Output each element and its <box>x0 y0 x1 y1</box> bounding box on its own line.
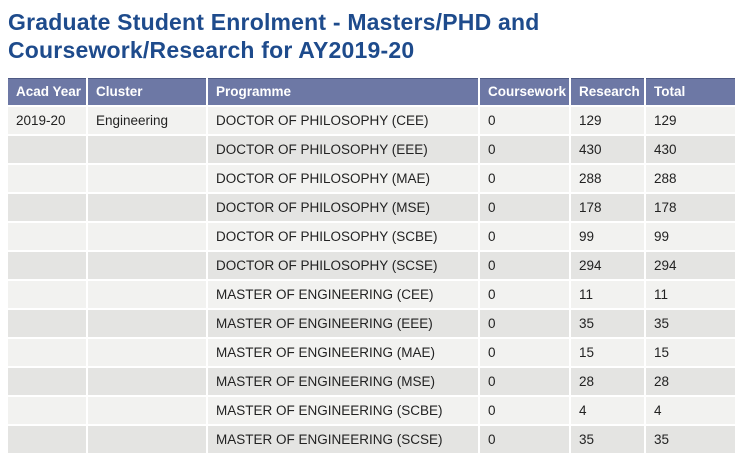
table-cell: 129 <box>646 107 735 134</box>
table-cell <box>8 397 86 424</box>
table-cell: DOCTOR OF PHILOSOPHY (SCSE) <box>208 252 478 279</box>
table-cell: 99 <box>571 223 644 250</box>
table-cell: 129 <box>571 107 644 134</box>
table-cell: 0 <box>480 310 569 337</box>
column-header-research: Research <box>571 78 644 105</box>
table-cell <box>88 194 206 221</box>
table-cell: 0 <box>480 252 569 279</box>
table-cell: 0 <box>480 426 569 453</box>
column-header-cluster: Cluster <box>88 78 206 105</box>
table-cell: 0 <box>480 281 569 308</box>
table-cell: 178 <box>571 194 644 221</box>
table-cell <box>88 252 206 279</box>
table-cell: 178 <box>646 194 735 221</box>
table-cell: DOCTOR OF PHILOSOPHY (CEE) <box>208 107 478 134</box>
table-cell: 4 <box>646 397 735 424</box>
table-cell <box>8 136 86 163</box>
table-cell: 35 <box>646 426 735 453</box>
table-row: MASTER OF ENGINEERING (MAE) 0 15 15 <box>8 339 735 366</box>
table-cell: 288 <box>571 165 644 192</box>
table-cell: DOCTOR OF PHILOSOPHY (MSE) <box>208 194 478 221</box>
table-cell: 0 <box>480 397 569 424</box>
column-header-acad-year: Acad Year <box>8 78 86 105</box>
page-title: Graduate Student Enrolment - Masters/PHD… <box>8 9 540 63</box>
table-cell: 0 <box>480 107 569 134</box>
table-row: DOCTOR OF PHILOSOPHY (SCBE) 0 99 99 <box>8 223 735 250</box>
table-cell <box>88 281 206 308</box>
table-cell: DOCTOR OF PHILOSOPHY (EEE) <box>208 136 478 163</box>
table-cell <box>8 252 86 279</box>
table-row: MASTER OF ENGINEERING (EEE) 0 35 35 <box>8 310 735 337</box>
table-header-row: Acad Year Cluster Programme Coursework R… <box>8 78 735 105</box>
table-cell <box>8 194 86 221</box>
table-row: DOCTOR OF PHILOSOPHY (MSE) 0 178 178 <box>8 194 735 221</box>
column-header-programme: Programme <box>208 78 478 105</box>
table-row: MASTER OF ENGINEERING (SCBE) 0 4 4 <box>8 397 735 424</box>
table-cell: MASTER OF ENGINEERING (MAE) <box>208 339 478 366</box>
table-cell: 0 <box>480 136 569 163</box>
enrolment-table: Acad Year Cluster Programme Coursework R… <box>6 76 737 455</box>
table-cell: 35 <box>646 310 735 337</box>
table-cell: 4 <box>571 397 644 424</box>
table-cell <box>88 339 206 366</box>
table-row: DOCTOR OF PHILOSOPHY (EEE) 0 430 430 <box>8 136 735 163</box>
table-cell <box>88 165 206 192</box>
column-header-coursework: Coursework <box>480 78 569 105</box>
table-cell <box>88 368 206 395</box>
table-body: 2019-20 Engineering DOCTOR OF PHILOSOPHY (… <box>8 107 735 453</box>
table-cell: 288 <box>646 165 735 192</box>
table-cell <box>88 136 206 163</box>
table-row: MASTER OF ENGINEERING (SCSE) 0 35 35 <box>8 426 735 453</box>
table-cell: MASTER OF ENGINEERING (EEE) <box>208 310 478 337</box>
table-cell <box>8 281 86 308</box>
table-cell: 28 <box>646 368 735 395</box>
table-row: MASTER OF ENGINEERING (MSE) 0 28 28 <box>8 368 735 395</box>
table-cell <box>88 397 206 424</box>
column-header-total: Total <box>646 78 735 105</box>
table-cell: 294 <box>646 252 735 279</box>
table-cell: 15 <box>571 339 644 366</box>
table-cell: Engineering <box>88 107 206 134</box>
table-cell: 15 <box>646 339 735 366</box>
table-cell: MASTER OF ENGINEERING (MSE) <box>208 368 478 395</box>
table-row: MASTER OF ENGINEERING (CEE) 0 11 11 <box>8 281 735 308</box>
table-cell <box>88 223 206 250</box>
table-cell: 0 <box>480 194 569 221</box>
table-cell: 0 <box>480 165 569 192</box>
table-cell: DOCTOR OF PHILOSOPHY (SCBE) <box>208 223 478 250</box>
table-cell: 2019-20 <box>8 107 86 134</box>
table-row: 2019-20 Engineering DOCTOR OF PHILOSOPHY (… <box>8 107 735 134</box>
table-cell <box>8 223 86 250</box>
table-cell: 35 <box>571 310 644 337</box>
table-cell <box>88 310 206 337</box>
table-cell: 294 <box>571 252 644 279</box>
table-cell: MASTER OF ENGINEERING (SCBE) <box>208 397 478 424</box>
table-cell <box>8 310 86 337</box>
table-cell: 35 <box>571 426 644 453</box>
table-cell: MASTER OF ENGINEERING (SCSE) <box>208 426 478 453</box>
table-cell <box>8 368 86 395</box>
table-cell: 430 <box>571 136 644 163</box>
table-cell <box>88 426 206 453</box>
table-cell <box>8 426 86 453</box>
table-cell: DOCTOR OF PHILOSOPHY (MAE) <box>208 165 478 192</box>
table-cell: 0 <box>480 223 569 250</box>
table-cell: 0 <box>480 339 569 366</box>
table-cell <box>8 165 86 192</box>
table-cell: 11 <box>571 281 644 308</box>
table-cell: 28 <box>571 368 644 395</box>
table-cell: MASTER OF ENGINEERING (CEE) <box>208 281 478 308</box>
table-cell: 430 <box>646 136 735 163</box>
table-cell: 11 <box>646 281 735 308</box>
table-cell: 99 <box>646 223 735 250</box>
table-row: DOCTOR OF PHILOSOPHY (SCSE) 0 294 294 <box>8 252 735 279</box>
table-cell <box>8 339 86 366</box>
table-row: DOCTOR OF PHILOSOPHY (MAE) 0 288 288 <box>8 165 735 192</box>
table-cell: 0 <box>480 368 569 395</box>
